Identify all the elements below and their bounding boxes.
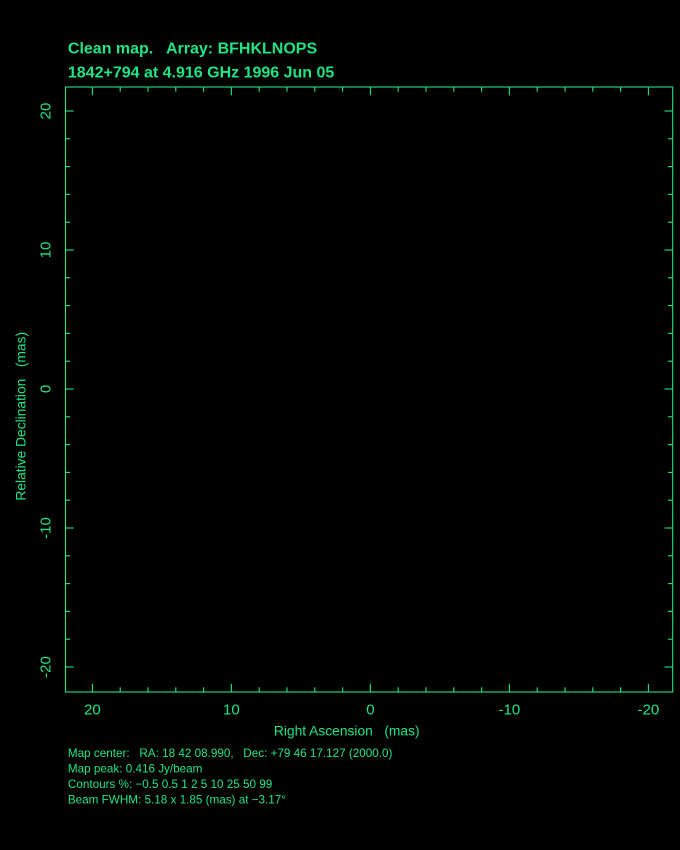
- svg-text:Relative Declination (mas): Relative Declination (mas): [14, 332, 29, 501]
- svg-text:-10: -10: [499, 701, 521, 718]
- svg-text:-20: -20: [638, 701, 660, 718]
- svg-text:1842+794 at 4.916 GHz 1996 Jun: 1842+794 at 4.916 GHz 1996 Jun 05: [68, 65, 335, 82]
- svg-text:Right Ascension (mas): Right Ascension (mas): [274, 723, 420, 738]
- svg-text:0: 0: [366, 701, 374, 718]
- svg-text:Contours %: −0.5 0.5 1 2 5 10: Contours %: −0.5 0.5 1 2 5 10 25 50 99: [68, 778, 272, 791]
- svg-text:Clean map. Array: BFHKLNOPS: Clean map. Array: BFHKLNOPS: [68, 41, 318, 58]
- svg-text:-20: -20: [38, 656, 55, 678]
- svg-text:0: 0: [38, 385, 55, 393]
- svg-text:Map center: RA: 18 42 08.990: Map center: RA: 18 42 08.990, Dec: +79 4…: [68, 747, 393, 760]
- svg-text:Map peak: 0.416 Jy/beam: Map peak: 0.416 Jy/beam: [68, 762, 203, 775]
- svg-text:20: 20: [84, 701, 101, 718]
- svg-text:20: 20: [38, 103, 55, 120]
- svg-text:-10: -10: [38, 517, 55, 539]
- svg-text:10: 10: [38, 242, 55, 259]
- svg-text:Beam FWHM: 5.18 x 1.85 (mas) a: Beam FWHM: 5.18 x 1.85 (mas) at −3.17°: [68, 793, 286, 806]
- svg-text:10: 10: [223, 701, 240, 718]
